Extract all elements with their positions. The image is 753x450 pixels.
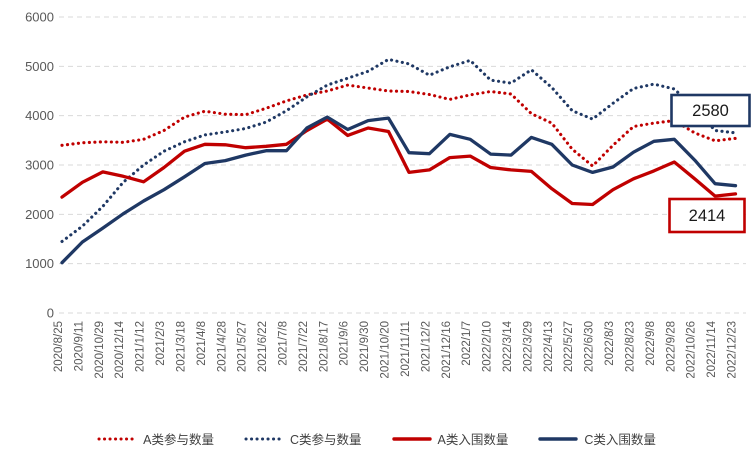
annotation-box xyxy=(668,197,746,234)
annotation-2414: 2414 xyxy=(668,197,746,234)
series-line-a-shortlist xyxy=(60,117,738,207)
annotation-value: 2580 xyxy=(692,102,729,120)
x-tick-label: 2021/12/2 xyxy=(420,321,432,372)
x-tick-label: 2022/3/14 xyxy=(502,320,514,372)
x-tick-label: 2022/8/3 xyxy=(604,321,616,366)
annotation-value: 2414 xyxy=(689,207,726,225)
x-tick-label: 2022/4/13 xyxy=(543,321,555,372)
x-tick-label: 2021/4/8 xyxy=(196,321,208,366)
y-tick-label: 6000 xyxy=(25,10,54,25)
chart-legend: A类参与数量 C类参与数量 A类入围数量 C类入围数量 xyxy=(0,429,753,448)
y-tick-label: 5000 xyxy=(25,59,54,74)
x-tick-label: 2022/10/26 xyxy=(686,321,698,379)
legend-dotted-line-sample xyxy=(244,437,284,440)
y-tick-label: 1000 xyxy=(25,256,54,271)
x-tick-label: 2022/9/8 xyxy=(645,321,657,366)
legend-item-a-shortlist: A类入围数量 xyxy=(391,429,509,448)
x-tick-label: 2021/4/28 xyxy=(216,321,228,372)
legend-item-c-shortlist: C类入围数量 xyxy=(538,429,656,448)
x-tick-label: 2022/5/27 xyxy=(563,321,575,372)
annotation-2580: 2580 xyxy=(670,93,751,128)
legend-solid-line-sample xyxy=(391,436,432,441)
legend-label: C类参与数量 xyxy=(289,433,362,447)
y-tick-label: 2000 xyxy=(25,207,54,222)
x-tick-label: 2021/7/22 xyxy=(298,321,310,372)
x-tick-label: 2021/10/20 xyxy=(380,321,392,379)
x-tick-label: 2022/1/7 xyxy=(461,321,473,366)
series-line-c-participation xyxy=(60,57,738,244)
x-tick-label: 2022/8/23 xyxy=(624,321,636,372)
x-tick-label: 2020/8/25 xyxy=(53,321,65,372)
x-tick-label: 2022/3/29 xyxy=(522,321,534,372)
x-tick-label: 2021/7/8 xyxy=(278,321,290,366)
x-tick-label: 2021/9/6 xyxy=(339,321,351,366)
legend-label: A类入围数量 xyxy=(437,433,509,447)
legend-solid-line-sample xyxy=(538,436,579,441)
x-tick-label: 2020/10/29 xyxy=(94,321,106,379)
legend-item-a-participation: A类参与数量 xyxy=(97,429,214,448)
legend-label: A类参与数量 xyxy=(143,433,214,447)
series-line-a-participation xyxy=(60,83,738,168)
x-tick-label: 2021/11/11 xyxy=(400,321,412,377)
x-tick-label: 2021/3/18 xyxy=(175,321,187,372)
x-tick-label: 2022/9/28 xyxy=(665,321,677,372)
legend-item-c-participation: C类参与数量 xyxy=(244,429,362,448)
legend-label: C类入围数量 xyxy=(584,433,656,447)
y-tick-label: 3000 xyxy=(25,158,54,173)
x-tick-label: 2020/12/14 xyxy=(114,320,126,378)
x-tick-label: 2022/2/10 xyxy=(482,321,494,372)
annotation-box xyxy=(670,93,751,128)
x-tick-label: 2021/2/3 xyxy=(155,321,167,366)
y-tick-label: 0 xyxy=(47,306,54,321)
line-chart: 0 1000 2000 3000 4000 5000 6000 2020/8/25 2020/9… xyxy=(25,10,751,379)
x-tick-label: 2021/1/12 xyxy=(135,321,147,372)
x-tick-label: 2020/9/11 xyxy=(73,321,85,371)
x-tick-label: 2022/12/23 xyxy=(727,321,739,379)
x-tick-label: 2021/9/30 xyxy=(359,321,371,372)
y-tick-label: 4000 xyxy=(25,108,54,123)
x-tick-label: 2022/6/30 xyxy=(584,321,596,372)
series-line-c-shortlist xyxy=(60,115,738,265)
x-tick-label: 2021/12/16 xyxy=(441,321,453,379)
x-tick-label: 2021/6/22 xyxy=(257,321,269,372)
legend-dotted-line-sample xyxy=(97,437,137,440)
x-tick-label: 2021/5/27 xyxy=(237,321,249,372)
x-tick-label: 2022/11/14 xyxy=(706,320,718,377)
x-tick-label: 2021/8/17 xyxy=(318,321,330,372)
